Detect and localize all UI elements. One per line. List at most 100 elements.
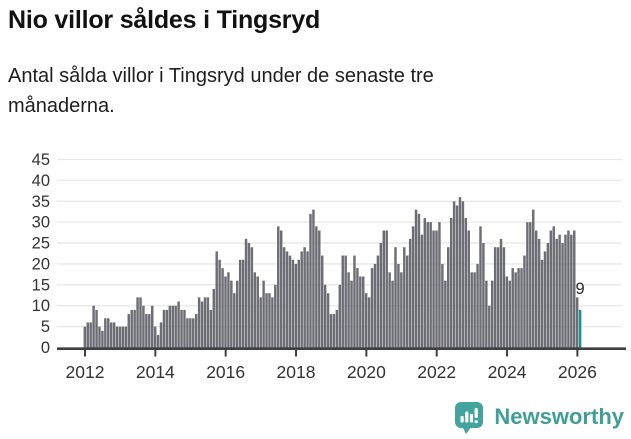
bar — [470, 272, 473, 348]
bar — [523, 255, 526, 348]
brand-name: Newsworthy — [494, 404, 624, 429]
bar — [312, 209, 315, 348]
bar — [367, 297, 371, 348]
bar — [488, 305, 491, 348]
bar — [496, 247, 500, 348]
bar — [145, 314, 148, 348]
bar — [567, 230, 570, 348]
bar — [209, 309, 213, 348]
bar — [414, 209, 418, 348]
bar — [127, 314, 131, 348]
bar — [186, 318, 189, 348]
bar — [555, 238, 558, 348]
bar — [441, 263, 444, 348]
bar — [148, 314, 151, 348]
bar — [382, 230, 385, 348]
bar — [151, 305, 154, 348]
bar — [534, 230, 538, 348]
bar — [458, 197, 462, 348]
y-tick-label: 0 — [41, 339, 50, 357]
bar — [532, 209, 535, 348]
bar — [236, 280, 239, 348]
bar — [364, 293, 368, 348]
bar-chart-canvas: 0 5 10 15 20 25 30 35 40 45 2012 2014 2016 2018 2020 20… — [32, 151, 626, 382]
bar — [271, 297, 274, 348]
bar — [215, 251, 218, 348]
bar — [570, 234, 573, 348]
bar — [192, 318, 195, 348]
bar — [168, 305, 172, 348]
bar — [490, 280, 494, 348]
newsworthy-logo: Newsworthy — [454, 399, 624, 435]
bar — [230, 280, 233, 348]
bar — [197, 297, 201, 348]
bar — [514, 272, 517, 348]
bar — [159, 322, 163, 348]
bar — [476, 263, 479, 348]
x-tick-label: 2024 — [488, 362, 527, 382]
bar — [262, 280, 265, 348]
bar — [194, 314, 198, 348]
bar — [426, 222, 429, 348]
bar — [259, 297, 262, 348]
bar — [326, 293, 330, 348]
bar-value-label: 9 — [576, 280, 585, 298]
bar — [282, 247, 286, 348]
bar — [344, 255, 347, 348]
x-tick-label: 2018 — [277, 362, 316, 382]
y-tick-label: 5 — [41, 318, 50, 336]
bar — [546, 243, 550, 348]
bar — [227, 272, 230, 348]
bar — [291, 259, 295, 348]
bar — [315, 226, 318, 348]
bar — [121, 326, 125, 348]
bar — [133, 309, 136, 348]
bar — [362, 276, 365, 348]
chart-subtitle: Antal sålda villor i Tingsryd under de s… — [8, 65, 434, 117]
bar — [373, 263, 377, 348]
bar — [385, 230, 388, 348]
y-tick-label: 35 — [32, 193, 50, 211]
bar — [221, 268, 224, 348]
bar — [297, 259, 300, 348]
bar — [502, 247, 506, 348]
bar — [353, 255, 356, 348]
y-tick-label: 10 — [32, 297, 50, 315]
bar — [189, 318, 192, 348]
bar — [461, 201, 465, 348]
bar — [341, 255, 344, 348]
highlighted-bar — [578, 309, 582, 348]
bar — [318, 230, 321, 348]
y-tick-label: 45 — [32, 151, 50, 169]
bar — [350, 280, 353, 348]
bar-chart-speech-bubble-icon — [455, 401, 484, 434]
bar — [86, 322, 89, 348]
bar — [183, 309, 186, 348]
x-tick-label: 2014 — [136, 362, 175, 382]
bar — [115, 326, 119, 348]
bar — [83, 326, 87, 348]
bar — [370, 268, 374, 348]
bar — [212, 289, 216, 348]
bar — [274, 284, 277, 348]
page-title: Nio villor såldes i Tingsryd — [8, 6, 321, 34]
bar — [153, 326, 157, 348]
bar — [400, 272, 403, 348]
bar — [549, 230, 553, 348]
bar — [417, 213, 421, 348]
bar — [432, 230, 435, 348]
bar — [200, 301, 204, 348]
bar — [405, 255, 409, 348]
bar — [180, 309, 183, 348]
bar — [464, 217, 468, 348]
bar — [156, 334, 160, 348]
bar — [411, 226, 415, 348]
bar — [112, 322, 116, 348]
bar — [347, 272, 350, 348]
bar — [499, 238, 503, 348]
y-tick-label: 20 — [32, 255, 50, 273]
bar — [162, 309, 166, 348]
bar — [98, 326, 101, 348]
x-tick-label: 2026 — [558, 362, 597, 382]
y-tick-label: 30 — [32, 214, 50, 232]
